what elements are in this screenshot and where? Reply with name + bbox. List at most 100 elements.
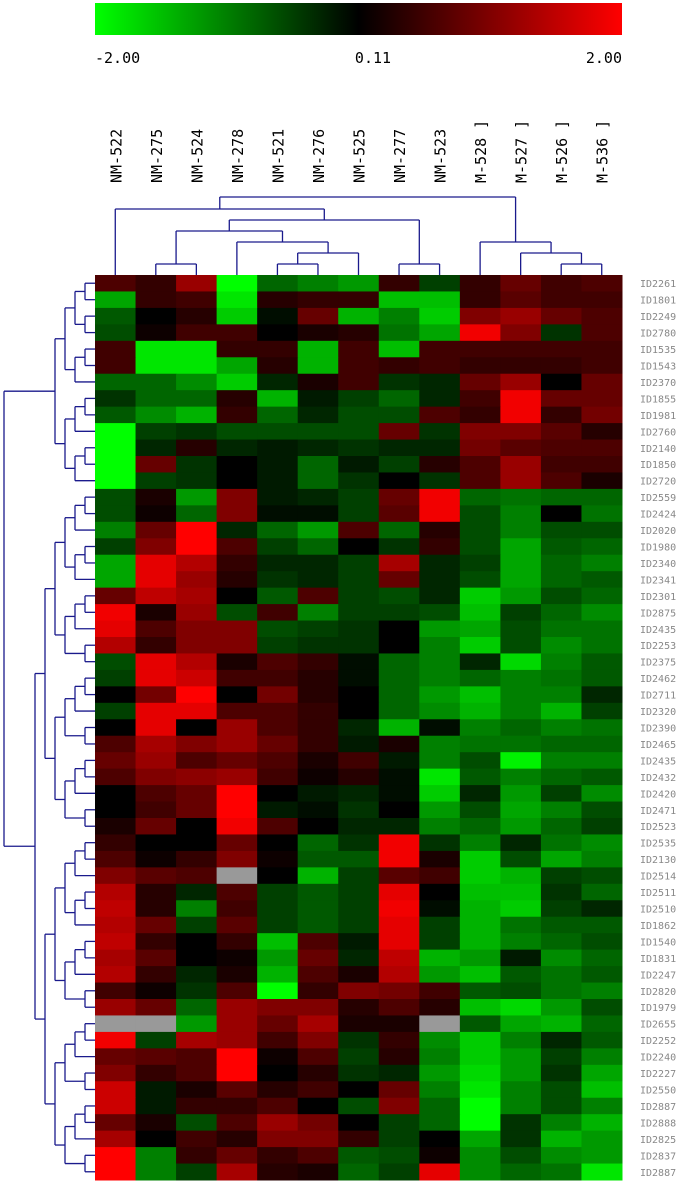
heatmap-cell: [378, 357, 420, 375]
heatmap-cell: [581, 406, 623, 424]
heatmap-cell: [216, 538, 258, 556]
heatmap-cell: [338, 1064, 380, 1082]
heatmap-cell: [297, 785, 339, 803]
heatmap-cell: [297, 373, 339, 391]
heatmap-cell: [176, 999, 218, 1016]
heatmap-cell: [95, 291, 137, 309]
heatmap-cell: [581, 620, 623, 638]
heatmap-cell: [378, 291, 420, 309]
column-label: NM-525: [351, 129, 369, 183]
heatmap-cell: [581, 604, 623, 622]
heatmap-cell: [378, 850, 420, 868]
heatmap-cell: [216, 768, 258, 786]
heatmap-cell: [540, 538, 582, 556]
heatmap-cell: [135, 357, 177, 375]
heatmap-cell: [540, 423, 582, 441]
heatmap-cell: [257, 850, 299, 868]
heatmap-cell: [176, 653, 218, 671]
heatmap-cell: [135, 1064, 177, 1082]
heatmap-cell: [297, 768, 339, 786]
heatmap-cell: [378, 752, 420, 770]
heatmap-cell: [500, 390, 542, 408]
heatmap-cell: [216, 735, 258, 753]
heatmap-cell: [459, 505, 501, 523]
heatmap-cell: [419, 620, 461, 638]
heatmap-cell: [338, 933, 380, 951]
heatmap-cell: [135, 785, 177, 803]
heatmap-cell: [216, 702, 258, 720]
heatmap-cell: [581, 373, 623, 391]
heatmap-cell: [459, 1097, 501, 1115]
heatmap-cell: [540, 735, 582, 753]
heatmap-cell: [297, 324, 339, 342]
heatmap-cell: [378, 554, 420, 572]
heatmap-cell: [419, 999, 461, 1016]
heatmap-cell: [459, 488, 501, 506]
heatmap-cell: [95, 785, 137, 803]
heatmap-cell: [459, 850, 501, 868]
missing-cell: [216, 867, 258, 885]
heatmap-cell: [459, 604, 501, 622]
heatmap-cell: [176, 538, 218, 556]
heatmap-cell: [297, 735, 339, 753]
heatmap-cell: [378, 1081, 420, 1099]
row-label: ID1543: [640, 362, 676, 373]
heatmap-cell: [500, 834, 542, 852]
heatmap-cell: [500, 719, 542, 737]
heatmap-cell: [216, 488, 258, 506]
heatmap-cell: [176, 982, 218, 1000]
heatmap-cell: [176, 275, 218, 292]
heatmap-cell: [419, 357, 461, 375]
heatmap-cell: [378, 686, 420, 704]
heatmap-cell: [257, 620, 299, 638]
column-label: NM-277: [391, 129, 409, 183]
heatmap-cell: [540, 587, 582, 605]
heatmap-cell: [135, 818, 177, 835]
heatmap-cell: [95, 521, 137, 539]
heatmap-cell: [257, 521, 299, 539]
heatmap-cell: [95, 275, 137, 292]
row-label: ID2655: [640, 1020, 676, 1031]
heatmap-cell: [297, 307, 339, 325]
heatmap-cell: [297, 933, 339, 951]
column-label: M-536 ]: [594, 120, 612, 183]
heatmap-cell: [378, 373, 420, 391]
heatmap-cell: [581, 719, 623, 737]
heatmap-cell: [216, 637, 258, 654]
heatmap-cell: [419, 571, 461, 589]
heatmap-cell: [540, 653, 582, 671]
heatmap-cell: [176, 735, 218, 753]
heatmap-cell: [257, 653, 299, 671]
heatmap-cell: [540, 702, 582, 720]
color-bar: [95, 3, 622, 35]
heatmap-cell: [297, 916, 339, 934]
heatmap-cell: [176, 604, 218, 622]
heatmap-cell: [135, 1147, 177, 1165]
row-label: ID2465: [640, 740, 676, 751]
heatmap-cell: [500, 900, 542, 918]
heatmap-cell: [297, 834, 339, 852]
heatmap-cell: [257, 472, 299, 490]
heatmap-cell: [540, 900, 582, 918]
heatmap-cell: [95, 604, 137, 622]
heatmap-cell: [297, 587, 339, 605]
heatmap-cell: [500, 966, 542, 984]
heatmap-cell: [176, 521, 218, 539]
heatmap-cell: [297, 867, 339, 885]
heatmap-cell: [135, 340, 177, 358]
heatmap-cell: [540, 554, 582, 572]
heatmap-cell: [135, 307, 177, 325]
heatmap-cell: [176, 571, 218, 589]
heatmap-cell: [338, 406, 380, 424]
heatmap-cell: [419, 1163, 461, 1181]
heatmap-cell: [459, 291, 501, 309]
row-label: ID2432: [640, 773, 676, 784]
heatmap-cell: [257, 752, 299, 770]
heatmap-cell: [540, 752, 582, 770]
heatmap-cell: [135, 390, 177, 408]
heatmap-cell: [257, 949, 299, 967]
heatmap-cell: [419, 916, 461, 934]
heatmap-cell: [459, 900, 501, 918]
heatmap-cell: [297, 1081, 339, 1099]
heatmap-cell: [135, 604, 177, 622]
